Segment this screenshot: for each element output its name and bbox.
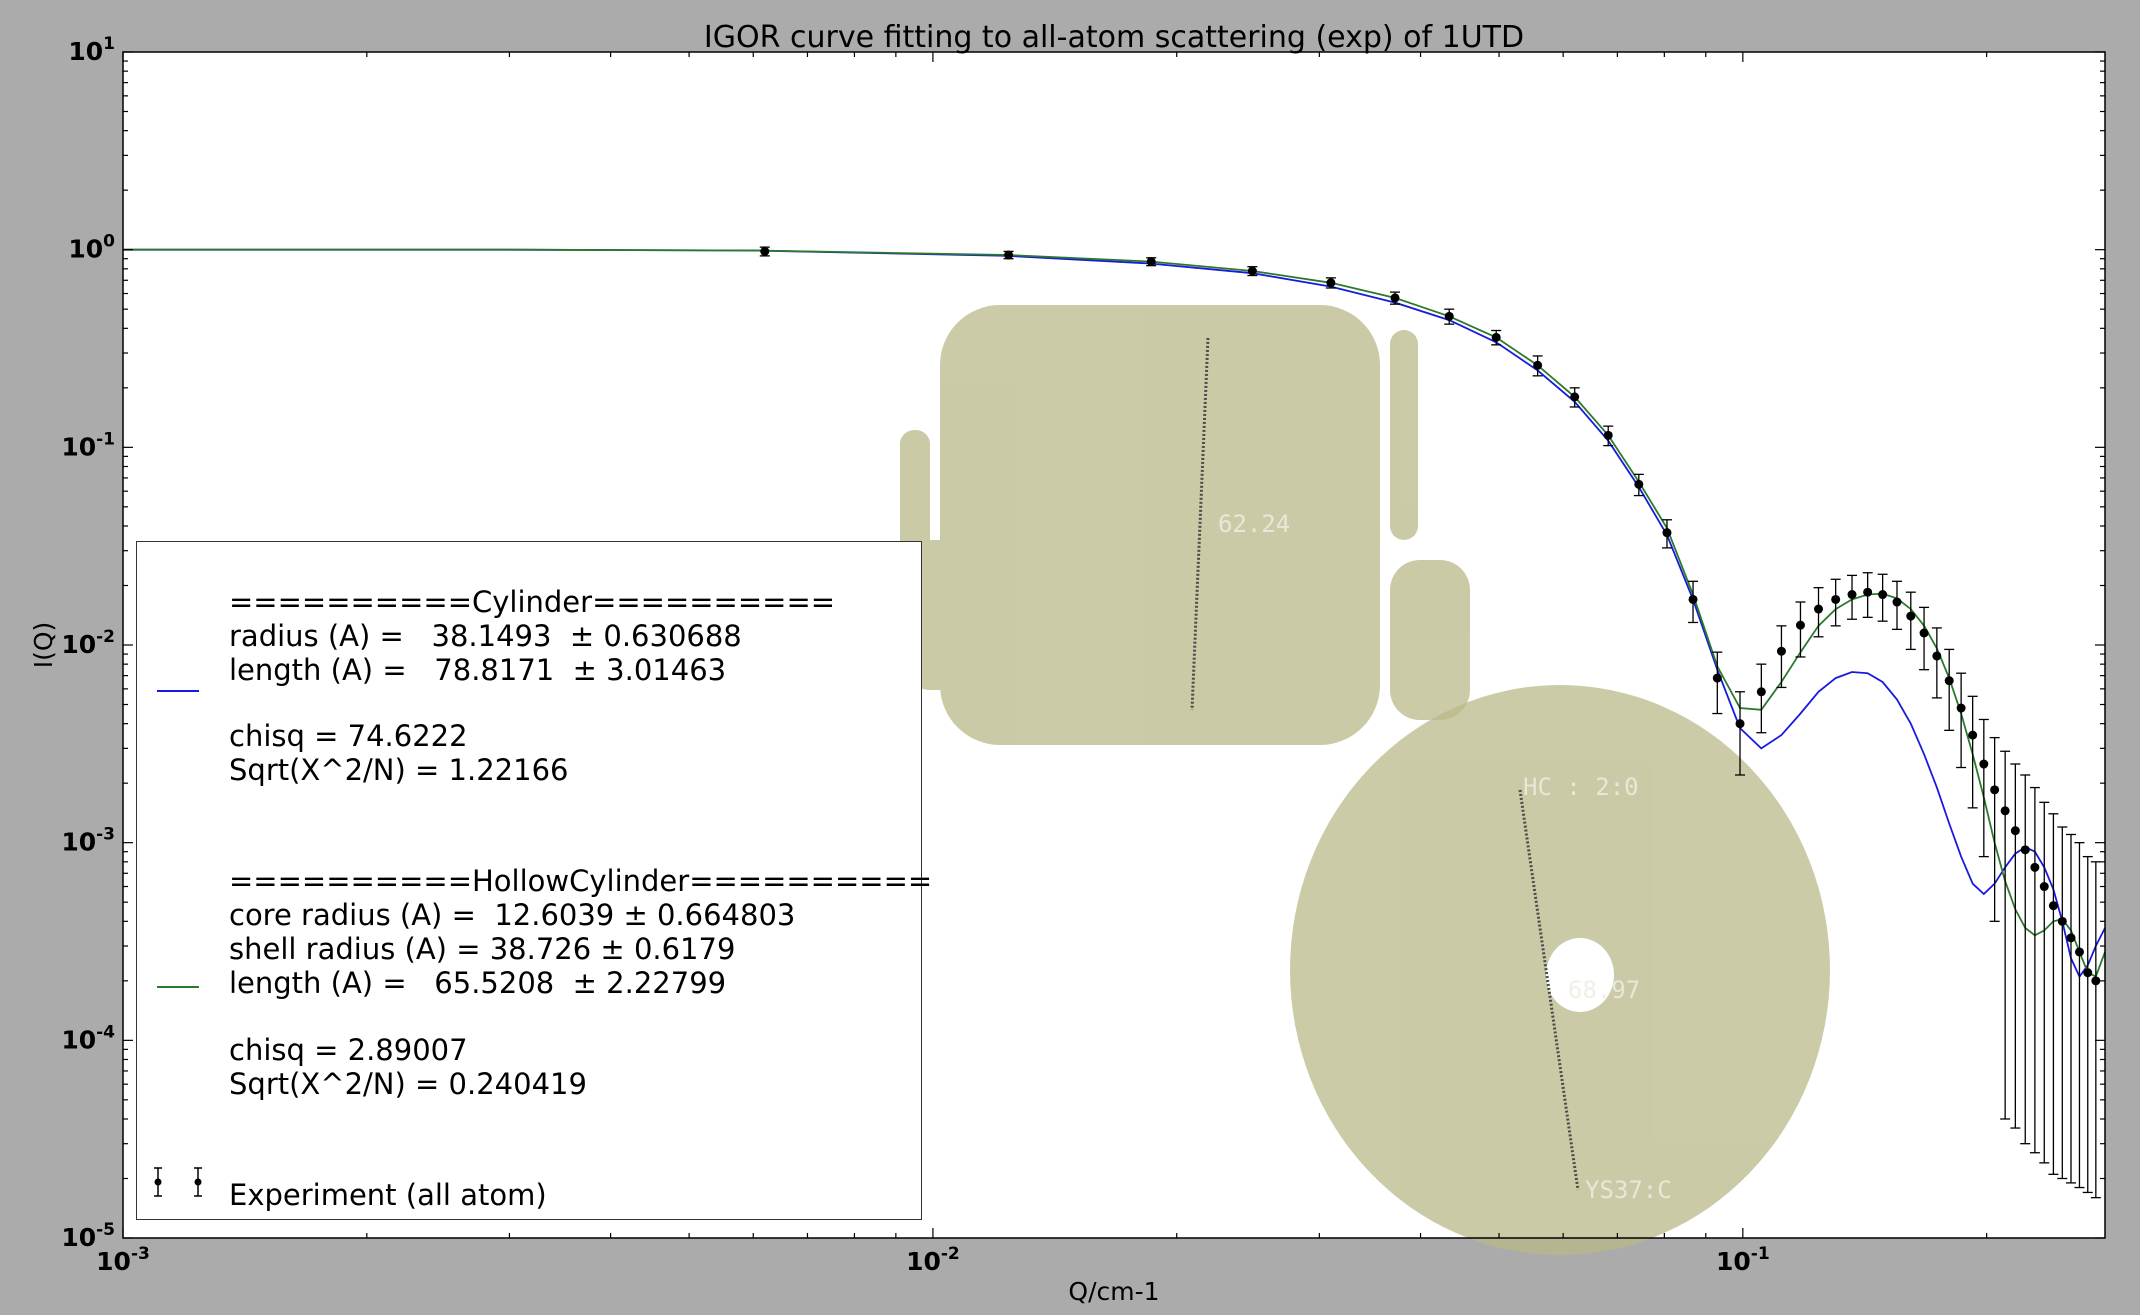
legend-cylinder-chisq: chisq = 74.6222 xyxy=(229,719,468,753)
data-point xyxy=(2066,933,2076,943)
x-tick-label: 10-2 xyxy=(906,1244,960,1276)
top-view-annotation-1: HC : 2:0 xyxy=(1523,773,1639,801)
legend-experiment-label: Experiment (all atom) xyxy=(229,1178,547,1212)
data-point xyxy=(1533,360,1543,370)
legend-hollow-length: length (A) = 65.5208 ± 2.22799 xyxy=(229,966,727,1000)
data-point xyxy=(2091,976,2101,986)
data-point xyxy=(1776,646,1786,656)
y-tick-label: 10-2 xyxy=(61,627,115,659)
legend-experiment-marker xyxy=(154,1167,202,1197)
series-layer xyxy=(123,246,2106,1199)
legend xyxy=(136,541,922,1220)
legend-cylinder-header: ==========Cylinder========== xyxy=(229,585,836,619)
data-point xyxy=(760,246,770,256)
data-point xyxy=(1878,590,1888,600)
data-point xyxy=(1688,594,1698,604)
data-point xyxy=(2083,968,2093,978)
data-point xyxy=(1662,528,1672,538)
x-axis-label: Q/cm-1 xyxy=(1068,1277,1159,1306)
data-point xyxy=(1603,430,1613,440)
data-point xyxy=(2000,806,2010,816)
data-point xyxy=(2030,862,2040,872)
x-tick-label: 10-1 xyxy=(1716,1244,1770,1276)
data-point xyxy=(1756,687,1766,697)
protein-top-view-image: 68.97 HC : 2:0 YS37:C xyxy=(1290,685,1830,1255)
data-point xyxy=(1906,611,1916,621)
data-point xyxy=(2048,901,2058,911)
legend-cylinder-swatch xyxy=(157,690,199,692)
y-tick-label: 101 xyxy=(68,34,115,66)
data-point xyxy=(1390,293,1400,303)
x-tick-label: 10-3 xyxy=(96,1244,150,1276)
data-point xyxy=(1944,676,1954,686)
data-point xyxy=(2020,845,2030,855)
data-point xyxy=(1146,257,1156,267)
data-point xyxy=(1491,332,1501,342)
y-axis-label: I(Q) xyxy=(29,622,58,669)
data-point xyxy=(1634,479,1644,489)
legend-cylinder-length: length (A) = 78.8171 ± 3.01463 xyxy=(229,653,727,687)
data-point xyxy=(1735,719,1745,729)
legend-hollow-shell: shell radius (A) = 38.726 ± 0.6179 xyxy=(229,932,736,966)
data-point xyxy=(1919,628,1929,638)
data-point xyxy=(1863,587,1873,597)
data-point xyxy=(2010,826,2020,836)
series-line-cylinder xyxy=(123,248,2106,979)
legend-hollowcylinder-swatch xyxy=(157,986,199,988)
data-point xyxy=(2074,947,2084,957)
legend-cylinder-radius: radius (A) = 38.1493 ± 0.630688 xyxy=(229,619,742,653)
data-point xyxy=(1795,620,1805,630)
legend-cylinder-sqrt: Sqrt(X^2/N) = 1.22166 xyxy=(229,753,569,787)
side-view-distance-label: 62.24 xyxy=(1218,510,1290,538)
y-tick-label: 10-1 xyxy=(61,429,115,461)
top-view-distance-label: 68.97 xyxy=(1568,976,1640,1004)
y-tick-label: 10-3 xyxy=(61,825,115,857)
legend-hollow-chisq: chisq = 2.89007 xyxy=(229,1033,468,1067)
plot-frame xyxy=(122,51,2106,1239)
chart-title: IGOR curve fitting to all-atom scatterin… xyxy=(704,20,1524,55)
data-point xyxy=(1831,594,1841,604)
y-tick-label: 100 xyxy=(68,232,115,264)
data-point xyxy=(1712,673,1722,683)
data-point xyxy=(1892,597,1902,607)
data-point xyxy=(1847,590,1857,600)
y-tick-label: 10-4 xyxy=(61,1022,115,1054)
data-point xyxy=(1979,759,1989,769)
data-point xyxy=(2039,882,2049,892)
data-point xyxy=(1444,311,1454,321)
data-point xyxy=(1990,785,2000,795)
data-point xyxy=(1956,703,1966,713)
data-point xyxy=(1814,604,1824,614)
data-point xyxy=(1326,278,1336,288)
legend-hollow-header: ==========HollowCylinder========== xyxy=(229,864,933,898)
data-point xyxy=(1570,392,1580,402)
top-view-annotation-2: YS37:C xyxy=(1585,1176,1672,1204)
data-point xyxy=(1247,266,1257,276)
legend-hollow-core: core radius (A) = 12.6039 ± 0.664803 xyxy=(229,898,796,932)
data-point xyxy=(1932,651,1942,661)
data-point xyxy=(1004,250,1014,260)
legend-hollow-sqrt: Sqrt(X^2/N) = 0.240419 xyxy=(229,1067,587,1101)
data-point xyxy=(2057,916,2067,926)
data-point xyxy=(1968,730,1978,740)
